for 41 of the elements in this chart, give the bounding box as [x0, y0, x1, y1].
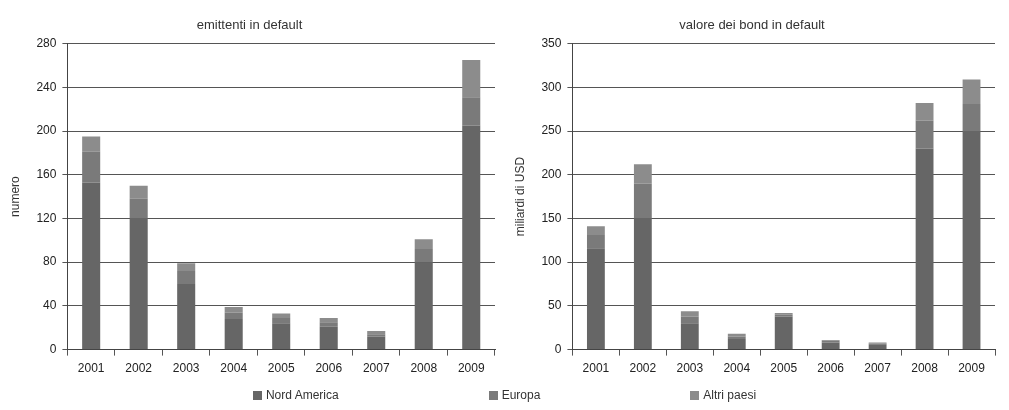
x-tick-label: 2001: [582, 361, 610, 376]
y-tick-label: 350: [541, 35, 562, 50]
x-tick-label: 2002: [629, 361, 657, 376]
y-tick-label: 120: [36, 210, 57, 225]
x-tick-label: 2003: [676, 361, 704, 376]
x-tick-label: 2007: [362, 361, 390, 376]
x-tick-label: 2006: [315, 361, 343, 376]
y-tick-label: 280: [36, 35, 57, 50]
x-tick-label: 2005: [267, 361, 295, 376]
x-tick-label: 2004: [220, 361, 248, 376]
x-tick-label: 2009: [958, 361, 986, 376]
y-tick-label: 0: [49, 341, 57, 356]
legend-label: Europa: [501, 388, 541, 402]
x-tick-label: 2009: [457, 361, 485, 376]
x-tick-label: 2008: [410, 361, 438, 376]
x-tick-label: 2001: [77, 361, 105, 376]
x-tick-label: 2002: [125, 361, 153, 376]
y-tick-label: 150: [541, 210, 562, 225]
y-tick-label: 50: [548, 298, 562, 313]
chart-title: valore dei bond in default: [679, 17, 826, 33]
y-tick-label: 40: [43, 298, 57, 313]
y-tick-label: 300: [541, 79, 562, 94]
y-tick-label: 250: [541, 123, 562, 138]
x-tick-label: 2008: [911, 361, 939, 376]
y-tick-label: 80: [43, 254, 57, 269]
y-axis-title: miliardi di USD: [512, 156, 527, 237]
y-tick-label: 200: [36, 123, 57, 138]
y-tick-label: 160: [36, 167, 57, 182]
y-tick-label: 200: [541, 167, 562, 182]
x-tick-label: 2005: [770, 361, 798, 376]
x-tick-label: 2007: [864, 361, 892, 376]
y-tick-label: 0: [554, 341, 562, 356]
legend-label: Nord America: [265, 388, 339, 402]
chart-title: emittenti in default: [196, 17, 303, 33]
y-tick-label: 240: [36, 79, 57, 94]
x-tick-label: 2003: [172, 361, 200, 376]
legend-label: Altri paesi: [703, 388, 757, 402]
y-tick-label: 100: [541, 254, 562, 269]
x-tick-label: 2006: [817, 361, 845, 376]
x-tick-label: 2004: [723, 361, 751, 376]
y-axis-title: numero: [7, 175, 22, 217]
